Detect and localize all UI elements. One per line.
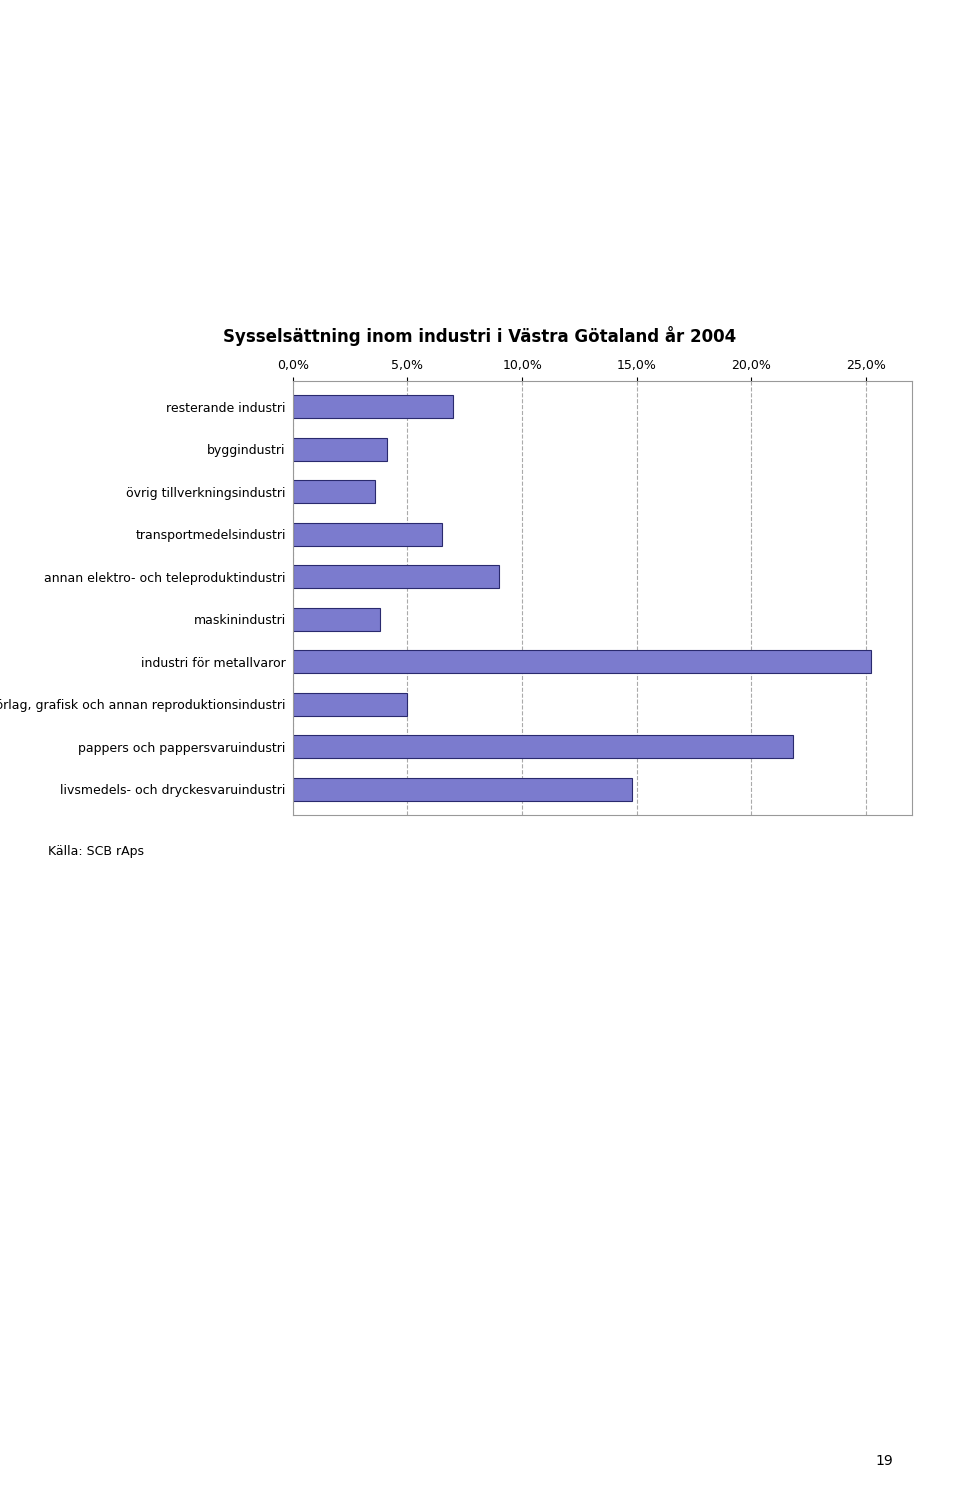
Bar — [293, 438, 387, 460]
Bar — [293, 395, 453, 419]
Bar — [293, 480, 375, 504]
Text: Sysselsättning inom industri i Västra Götaland år 2004: Sysselsättning inom industri i Västra Gö… — [224, 326, 736, 347]
Bar — [293, 565, 499, 589]
Bar — [293, 777, 633, 801]
Text: 19: 19 — [876, 1455, 893, 1468]
Bar — [293, 736, 793, 758]
Text: Källa: SCB rAps: Källa: SCB rAps — [48, 845, 144, 858]
Bar — [293, 523, 442, 546]
Bar — [293, 607, 380, 631]
Bar — [293, 650, 871, 673]
Bar — [293, 692, 407, 716]
